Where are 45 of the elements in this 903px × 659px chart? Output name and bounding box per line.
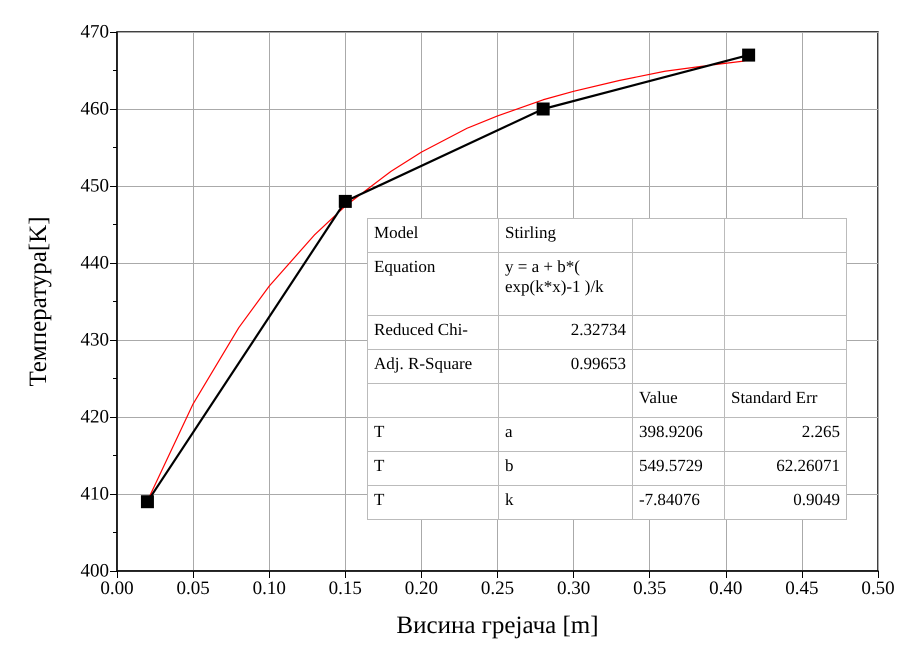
annotation: b: [498, 452, 632, 486]
annotation: Stirling: [498, 218, 632, 252]
y-tick-label: 420: [80, 406, 109, 428]
x-axis-title: Висина грејача [m]: [396, 612, 599, 639]
annotation: y = a + b*( exp(k*x)-1 )/k: [498, 252, 632, 316]
annotation: 0.9049: [724, 486, 846, 520]
annotation: 62.26071: [724, 452, 846, 486]
point: [140, 495, 154, 508]
annotation: -7.84076: [632, 486, 724, 520]
annotation: Value: [632, 384, 724, 418]
y-tick-label: 460: [80, 98, 109, 120]
x-tick-label: 0.10: [252, 578, 286, 599]
x-tick-label: 0.30: [556, 578, 590, 599]
x-tick-label: 0.50: [861, 578, 895, 599]
y-tick-label: 430: [80, 330, 109, 350]
annotation: 0.99653: [498, 350, 632, 384]
annotation: k: [498, 486, 632, 520]
y-tick-label: 470: [80, 22, 109, 42]
x-tick-label: 0.35: [633, 578, 666, 599]
x-tick-label: 0.25: [480, 578, 514, 599]
annotation: Standard Err: [724, 384, 846, 418]
annotation: T: [368, 486, 498, 520]
y-tick-label: 410: [80, 484, 109, 504]
x-tick-label: 0.15: [328, 578, 362, 599]
annotation: Equation: [368, 252, 498, 316]
x-tick-label: 0.05: [176, 578, 210, 599]
annotation: Model: [368, 218, 498, 252]
annotation: T: [368, 418, 498, 452]
annotation: a: [498, 418, 632, 452]
x-tick-label: 0.20: [404, 578, 438, 599]
annotation: 2.32734: [498, 316, 632, 350]
annotation: Reduced Chi-: [368, 316, 498, 350]
y-tick-label: 440: [80, 252, 109, 274]
y-axis-title: Температура[K]: [25, 216, 52, 387]
annotation: 2.265: [724, 418, 846, 452]
point: [536, 102, 550, 116]
x-tick-label: 0.45: [785, 578, 819, 599]
y-tick-label: 450: [80, 176, 109, 196]
annotation: 549.5729: [632, 452, 724, 486]
point: [338, 194, 352, 208]
x-tick-label: 0.40: [709, 578, 742, 599]
annotation: 398.9206: [632, 418, 724, 452]
annotation: Adj. R-Square: [368, 350, 498, 384]
point: [742, 48, 756, 62]
annotation: T: [368, 452, 498, 486]
